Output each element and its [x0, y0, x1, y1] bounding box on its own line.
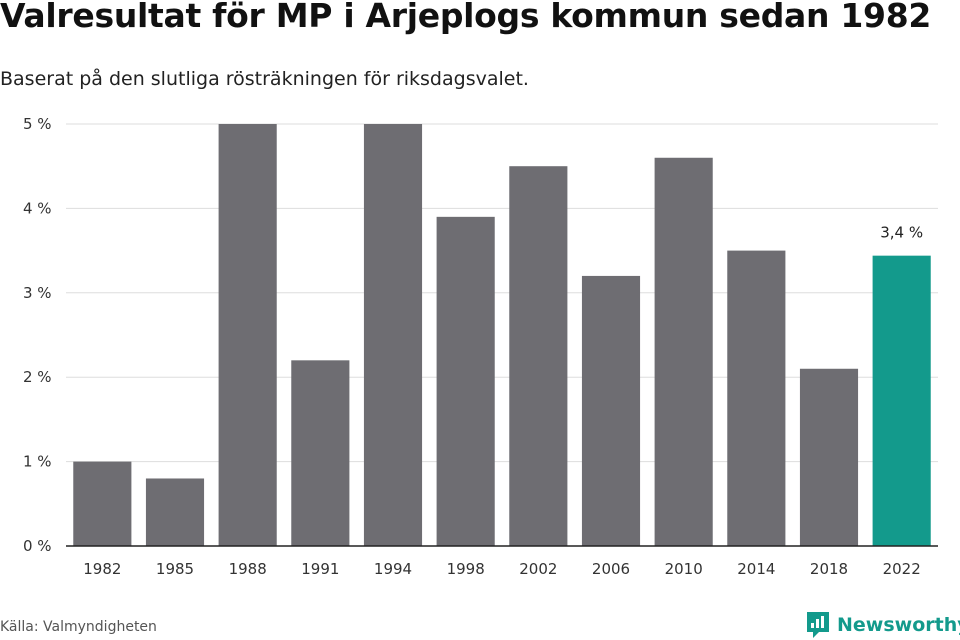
- bar: [872, 255, 931, 546]
- bar: [363, 124, 423, 546]
- bar: [73, 461, 132, 546]
- bar: [145, 478, 205, 546]
- chart-title: Valresultat för MP i Arjeplogs kommun se…: [0, 0, 932, 35]
- x-tick-label: 1994: [374, 560, 412, 578]
- x-tick-label: 2018: [810, 560, 848, 578]
- brand-logo: Newsworthy: [805, 610, 960, 640]
- brand-name: Newsworthy: [837, 614, 960, 636]
- bar: [727, 250, 786, 546]
- bar: [291, 360, 350, 546]
- x-tick-label: 2014: [737, 560, 775, 578]
- bar: [218, 124, 277, 546]
- x-tick-label: 2006: [592, 560, 630, 578]
- newsworthy-logo-icon: [807, 612, 829, 638]
- bar: [581, 275, 641, 546]
- x-tick-label: 1985: [156, 560, 194, 578]
- y-tick-label: 5 %: [23, 115, 52, 133]
- data-label: 3,4 %: [880, 224, 923, 242]
- x-tick-label: 2022: [883, 560, 921, 578]
- x-tick-label: 2002: [519, 560, 557, 578]
- x-tick-label: 1991: [301, 560, 339, 578]
- y-tick-label: 2 %: [23, 368, 52, 386]
- bar: [654, 157, 713, 546]
- bar: [799, 368, 859, 546]
- x-tick-label: 1988: [229, 560, 267, 578]
- x-tick-label: 1982: [83, 560, 121, 578]
- y-tick-label: 3 %: [23, 284, 52, 302]
- x-tick-label: 2010: [665, 560, 703, 578]
- y-tick-label: 0 %: [23, 537, 52, 555]
- source-note: Källa: Valmyndigheten: [0, 619, 157, 635]
- y-tick-label: 1 %: [23, 453, 52, 471]
- bar: [436, 216, 495, 546]
- bar: [509, 166, 568, 546]
- chart-subtitle: Baserat på den slutliga rösträkningen fö…: [0, 68, 529, 90]
- x-tick-label: 1998: [447, 560, 485, 578]
- bar-chart: 0 % 1 % 2 % 3 % 4 % 5 % 1982 1985 1988 1991 1994 19…: [23, 115, 938, 578]
- y-tick-label: 4 %: [23, 199, 52, 217]
